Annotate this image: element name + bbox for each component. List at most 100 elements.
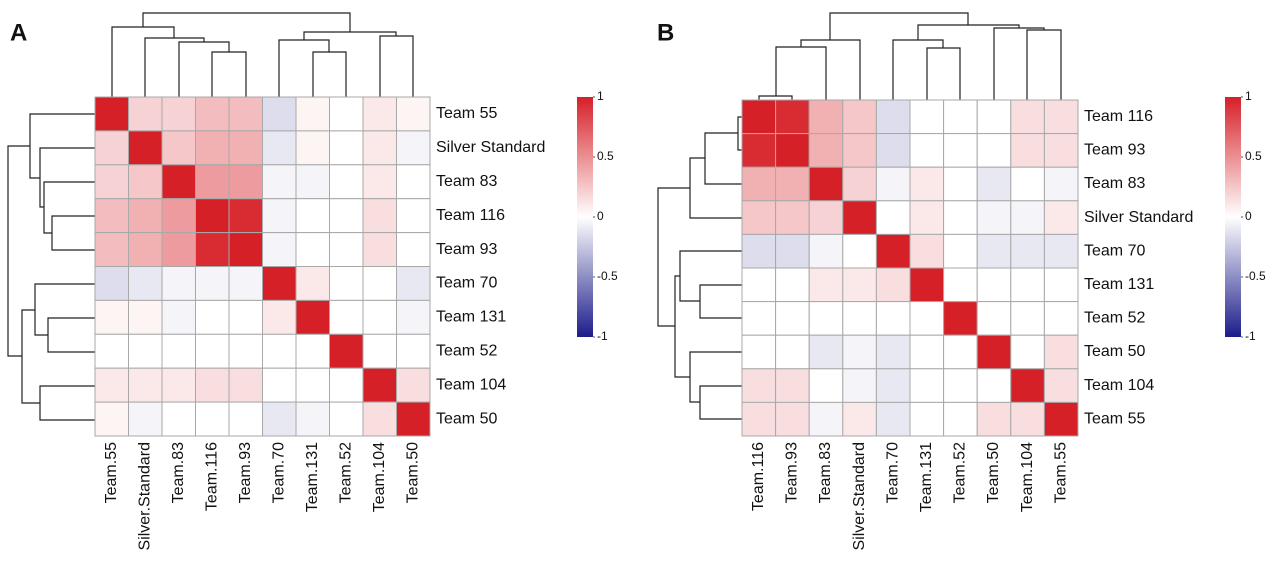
heatmap-cell [195, 198, 230, 234]
heatmap-cell [808, 99, 844, 135]
heatmap-cell [161, 232, 196, 268]
heatmap-cell [808, 368, 844, 403]
heatmap-cell [775, 267, 810, 303]
heatmap-cell [295, 232, 330, 268]
heatmap-cell [396, 333, 431, 369]
heatmap-cell [875, 267, 911, 303]
colorbar-tick-label: -0.5 [1245, 269, 1266, 283]
heatmap-cell [262, 333, 297, 369]
heatmap-cell [1043, 267, 1079, 303]
heatmap-cell [808, 401, 844, 437]
heatmap-cell [808, 233, 844, 269]
heatmap-cell [94, 164, 129, 200]
heatmap-cell [295, 164, 330, 200]
heatmap-cell [909, 200, 945, 235]
column-label: Silver.Standard [136, 442, 153, 551]
heatmap-cell [1010, 401, 1045, 437]
heatmap-cell [775, 233, 810, 269]
row-label: Team 131 [1084, 276, 1154, 293]
heatmap-cell [909, 99, 945, 135]
heatmap-cell [396, 367, 431, 403]
heatmap-cell [943, 166, 978, 202]
column-label: Team.83 [817, 442, 834, 503]
heatmap-cell [362, 299, 397, 335]
heatmap-cell [295, 333, 330, 369]
heatmap-cell [875, 233, 911, 269]
heatmap-cell [362, 333, 397, 369]
heatmap-cell [976, 99, 1012, 135]
heatmap-cell [775, 368, 810, 403]
heatmap-cell [262, 232, 297, 268]
column-label: Team.104 [371, 442, 388, 512]
heatmap-cell [808, 267, 844, 303]
heatmap-cell [909, 267, 945, 303]
heatmap-cell [362, 96, 397, 132]
heatmap-cell [741, 267, 777, 303]
heatmap-cell [842, 166, 877, 202]
heatmap-cell [1043, 233, 1079, 269]
heatmap-cell [875, 200, 911, 235]
heatmap-cell [262, 96, 297, 132]
heatmap-cell [195, 401, 230, 437]
heatmap-cell [396, 164, 431, 200]
heatmap-cell [741, 368, 777, 403]
heatmap-cell [128, 333, 163, 369]
heatmap-cell [976, 166, 1012, 202]
row-label: Team 55 [436, 105, 497, 122]
heatmap-cell [943, 267, 978, 303]
heatmap-cell [775, 166, 810, 202]
heatmap-cell [943, 334, 978, 370]
heatmap-cell [128, 401, 163, 437]
heatmap-cell [1043, 166, 1079, 202]
heatmap-cell [295, 198, 330, 234]
heatmap-cell [976, 233, 1012, 269]
heatmap-cell [1043, 401, 1079, 437]
heatmap-cell [943, 133, 978, 168]
row-label: Team 50 [436, 410, 497, 427]
row-label: Team 116 [1084, 108, 1153, 125]
heatmap-cell [329, 333, 364, 369]
heatmap-cell [362, 198, 397, 234]
heatmap-cell [741, 133, 777, 168]
heatmap-cell [1010, 99, 1045, 135]
heatmap-cell [976, 200, 1012, 235]
heatmap-cell [94, 367, 129, 403]
heatmap-cell [808, 301, 844, 336]
heatmap-cell [1010, 233, 1045, 269]
heatmap-cell [943, 368, 978, 403]
heatmap-cell [1043, 99, 1079, 135]
heatmap-cell [909, 166, 945, 202]
heatmap-cell [262, 164, 297, 200]
heatmap-cell [875, 301, 911, 336]
heatmap-cell [741, 99, 777, 135]
heatmap-cell [909, 368, 945, 403]
heatmap-cell [161, 198, 196, 234]
row-label: Team 83 [436, 173, 497, 190]
heatmap-cell [262, 130, 297, 166]
heatmap-cell [329, 198, 364, 234]
heatmap-cell [1010, 166, 1045, 202]
heatmap-cell [808, 334, 844, 370]
column-label: Team.116 [203, 442, 220, 511]
row-label: Team 52 [436, 342, 497, 359]
heatmap-cell [976, 133, 1012, 168]
heatmap-cell [262, 367, 297, 403]
colorbar-tick-label: -1 [1245, 329, 1256, 343]
heatmap-cell [94, 299, 129, 335]
heatmap-cell [128, 164, 163, 200]
row-label: Team 52 [1084, 310, 1145, 327]
heatmap-cell [329, 401, 364, 437]
column-label: Team.93 [784, 442, 801, 503]
colorbar-gradient [1225, 97, 1241, 337]
heatmap-cell [195, 266, 230, 301]
row-label: Team 104 [1084, 377, 1154, 394]
heatmap-cell [295, 367, 330, 403]
column-label: Team.50 [404, 442, 421, 503]
heatmap-cell [1010, 368, 1045, 403]
colorbar-tick-label: 1 [1245, 89, 1252, 103]
panel-label: B [657, 19, 674, 46]
colorbar-tick-label: 0 [1245, 209, 1252, 223]
heatmap-cell [228, 198, 263, 234]
heatmap-cell [909, 233, 945, 269]
heatmap-cell [943, 401, 978, 437]
